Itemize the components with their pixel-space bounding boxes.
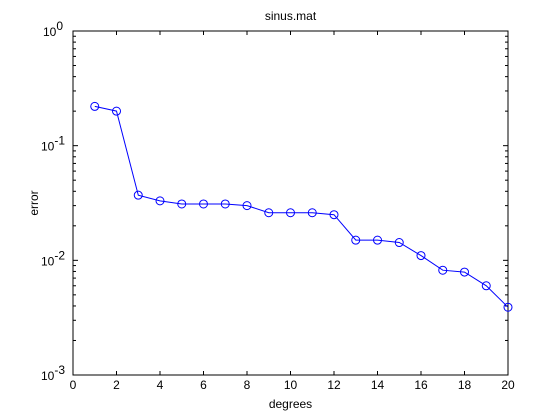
x-tick-label: 0: [70, 378, 77, 392]
data-point: [416, 251, 426, 261]
data-point: [329, 210, 339, 220]
y-tick-label: 10-1: [41, 134, 65, 154]
x-tick-label: 20: [501, 378, 515, 392]
plot-area: [72, 30, 509, 376]
data-point: [264, 208, 274, 218]
data-point: [242, 201, 252, 211]
x-tick-label: 10: [284, 378, 298, 392]
y-tick-label-exponent: 0: [56, 19, 63, 33]
data-point: [394, 238, 404, 248]
x-tick-label: 14: [371, 378, 385, 392]
x-tick-label: 12: [327, 378, 341, 392]
data-point: [133, 190, 143, 200]
x-tick-label: 16: [414, 378, 428, 392]
data-point: [112, 106, 121, 116]
y-tick-label-exponent: -2: [54, 248, 65, 262]
y-tick-label-base: 10: [41, 254, 55, 268]
y-tick-label-base: 10: [41, 140, 55, 154]
x-tick-label: 18: [458, 378, 472, 392]
data-point: [460, 267, 469, 277]
x-tick-label: 6: [200, 378, 207, 392]
data-point: [351, 235, 361, 245]
y-tick-label-exponent: -3: [54, 363, 65, 377]
y-tick-label-exponent: -1: [54, 134, 65, 148]
data-point: [177, 199, 187, 209]
data-point: [438, 265, 448, 275]
y-tick-label-base: 10: [43, 25, 57, 39]
y-tick-label: 10-3: [41, 363, 65, 383]
series-group: [90, 101, 513, 312]
data-point: [373, 235, 382, 245]
data-point: [286, 208, 295, 218]
data-point: [307, 208, 317, 218]
data-point: [481, 281, 491, 291]
y-tick-label: 10-2: [41, 248, 65, 268]
data-point: [503, 302, 513, 312]
chart-title: sinus.mat: [265, 9, 317, 23]
data-point: [90, 101, 100, 111]
x-tick-label: 2: [113, 378, 120, 392]
data-point: [155, 196, 165, 206]
x-tick-label: 4: [157, 378, 164, 392]
y-axis-label: error: [27, 190, 41, 215]
data-point: [220, 199, 230, 209]
data-point: [199, 199, 208, 209]
axis-ticks: [72, 30, 509, 376]
x-axis-label: degrees: [269, 397, 312, 411]
y-tick-label-base: 10: [41, 369, 55, 383]
x-tick-label: 8: [244, 378, 251, 392]
x-tick-labels: 0 2 4 6 8 10 12 14 16 18 20: [70, 378, 515, 392]
y-tick-label: 100: [43, 19, 63, 39]
